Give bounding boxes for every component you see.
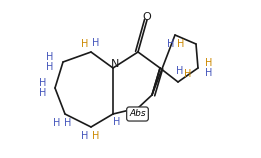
Text: H: H [81,39,89,49]
Text: Abs: Abs [129,109,146,118]
Text: H: H [53,118,61,128]
Text: H: H [113,117,121,127]
Text: O: O [143,12,151,22]
Text: H: H [184,69,192,79]
Text: H: H [205,68,213,78]
Text: H: H [92,38,100,48]
Text: H: H [46,52,54,62]
Text: H: H [39,78,47,88]
Text: H: H [46,62,54,72]
Text: H: H [39,88,47,98]
Text: H: H [81,131,89,141]
Text: H: H [167,39,175,49]
Text: H: H [92,131,100,141]
Text: H: H [205,58,213,68]
Text: H: H [176,66,184,76]
Text: N: N [111,59,119,69]
Text: H: H [64,118,72,128]
Text: H: H [177,39,185,49]
